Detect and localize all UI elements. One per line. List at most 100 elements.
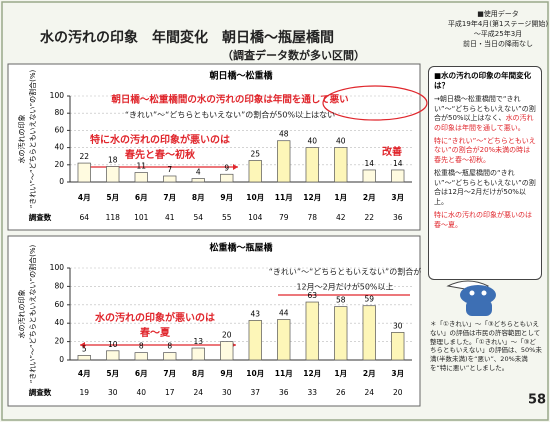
bar (106, 166, 120, 183)
footnote: ＊「①きれい」～「③どちらともいえない」の評価は市民の許容範囲として整理しました… (430, 320, 542, 372)
y-tick-label: 40 (54, 318, 64, 327)
annotation: 12月～2月だけが50%以上 (296, 282, 393, 292)
x-tick-label: 12月 (303, 369, 321, 378)
count: 118 (106, 213, 121, 222)
annotation: 水の汚れの印象が悪いのは (94, 311, 215, 324)
value-label: 10 (108, 340, 118, 349)
sidebar-text: 水の汚れの印象は年間を通して悪い。 (434, 114, 534, 132)
y-tick-label: 20 (54, 160, 64, 169)
meta: ■使用データ (477, 9, 519, 18)
x-tick-label: 10月 (246, 369, 264, 378)
annotation: 改善 (382, 145, 402, 158)
chart-title: 松重橋～瓶屋橋 (209, 242, 273, 254)
chart-box (7, 63, 421, 231)
value-label: 59 (364, 295, 374, 304)
sidebar-title: ■水の汚れの印象の年間変化は？ (434, 71, 532, 91)
bar (163, 352, 177, 361)
count: 41 (165, 213, 175, 222)
chart-title: 朝日橋～松重橋 (209, 70, 273, 82)
meta: ～平成25年3月 (474, 29, 522, 38)
y-tick-label: 100 (50, 91, 65, 100)
value-label: 8 (139, 342, 144, 351)
count: 64 (79, 213, 89, 222)
sidebar: ■水の汚れの印象の年間変化は？ →朝日橋～松重橋間で“きれい”～“どちらともいえ… (428, 66, 542, 280)
sidebar-text: 特に“きれい”～“どちらともいえない”の割合が20%未満の時は春先と春～初秋。 (434, 137, 536, 164)
x-tick-label: 2月 (363, 193, 376, 202)
value-label: 20 (222, 331, 232, 340)
count: 42 (336, 213, 346, 222)
bar (305, 301, 319, 361)
x-tick-label: 8月 (192, 193, 205, 202)
x-tick-label: 7月 (163, 369, 176, 378)
x-tick-label: 4月 (78, 193, 91, 202)
annotation: 朝日橋～松重橋間の水の汚れの印象は年間を通して悪い (111, 94, 348, 106)
count: 20 (393, 388, 403, 397)
count: 22 (364, 213, 374, 222)
mascot-eye (469, 290, 475, 296)
y-tick-label: 60 (54, 125, 64, 134)
count: 55 (222, 213, 232, 222)
y-tick-label: 0 (59, 177, 64, 186)
annotation: 春先と春～初秋 (125, 148, 196, 161)
count: 33 (307, 388, 317, 397)
y-tick-label: 60 (54, 300, 64, 309)
value-label: 58 (336, 296, 346, 305)
sidebar-paragraph: →朝日橋～松重橋間で“きれい”～“どちらともいえない”の割合が50%以上はなく、… (434, 95, 536, 133)
value-label: 40 (336, 137, 346, 146)
value-label: 30 (393, 321, 403, 330)
count: 40 (136, 388, 146, 397)
x-tick-label: 2月 (363, 369, 376, 378)
x-tick-label: 10月 (246, 193, 264, 202)
value-label: 11 (136, 162, 146, 171)
count: 30 (108, 388, 118, 397)
bar (334, 306, 348, 361)
value-label: 44 (279, 309, 289, 318)
x-tick-label: 9月 (220, 369, 233, 378)
y-tick-label: 80 (54, 108, 64, 117)
value-label: 18 (108, 156, 118, 165)
count: 36 (279, 388, 289, 397)
value-label: 9 (224, 163, 229, 172)
bar (248, 160, 262, 183)
bar (220, 173, 234, 183)
value-label: 14 (393, 159, 403, 168)
sidebar-text: 松重橋～瓶屋橋間の“きれい”～“どちらともいえない”の割合は12月～2月だけが5… (434, 169, 536, 206)
page-title: 水の汚れの印象 年間変化 朝日橋～瓶屋橋間 (40, 29, 334, 46)
x-tick-label: 5月 (106, 193, 119, 202)
y-axis-label: 水の汚れの印象 (17, 115, 26, 164)
sidebar-paragraph: 特に水の汚れの印象が悪いのは春～夏。 (434, 211, 536, 230)
count: 30 (222, 388, 232, 397)
page-number: 58 (528, 393, 546, 408)
annotation: “きれい”～“どちらともいえない”の割合が (269, 267, 421, 277)
sidebar-paragraph: 松重橋～瓶屋橋間の“きれい”～“どちらともいえない”の割合は12月～2月だけが5… (434, 169, 536, 207)
x-tick-label: 8月 (192, 369, 205, 378)
count: 26 (336, 388, 346, 397)
y-axis-label: 水の汚れの印象 (17, 290, 26, 339)
sidebar-paragraph: 特に“きれい”～“どちらともいえない”の割合が20%未満の時は春先と春～初秋。 (434, 137, 536, 165)
bar (362, 169, 376, 183)
annotation: 春～夏 (140, 326, 171, 339)
count: 19 (79, 388, 89, 397)
sidebar-text: →朝日橋～松重橋間で“きれい”～“どちらともいえない”の割合が50%以上はなく、 (434, 95, 536, 123)
meta: 平成19年4月(第1ステージ開始) (448, 19, 548, 28)
x-tick-label: 6月 (135, 369, 148, 378)
x-tick-label: 3月 (391, 369, 404, 378)
count: 37 (250, 388, 260, 397)
count: 54 (193, 213, 203, 222)
bar (77, 162, 91, 183)
x-tick-label: 1月 (334, 369, 347, 378)
hand-circle (322, 85, 428, 121)
y-axis-label: “きれい”～“どちらともいえない”の割合(%) (28, 244, 37, 383)
bar (163, 175, 177, 183)
value-label: 13 (193, 337, 203, 346)
x-tick-label: 12月 (303, 193, 321, 202)
bar (305, 147, 319, 183)
mascot-eye (481, 290, 487, 296)
y-tick-label: 80 (54, 281, 64, 290)
x-tick-label: 7月 (163, 193, 176, 202)
count: 79 (279, 213, 289, 222)
count: 36 (393, 213, 403, 222)
x-tick-label: 6月 (135, 193, 148, 202)
annotation: “きれい”～“どちらともいえない”の割合が50%以上はない (125, 110, 335, 120)
